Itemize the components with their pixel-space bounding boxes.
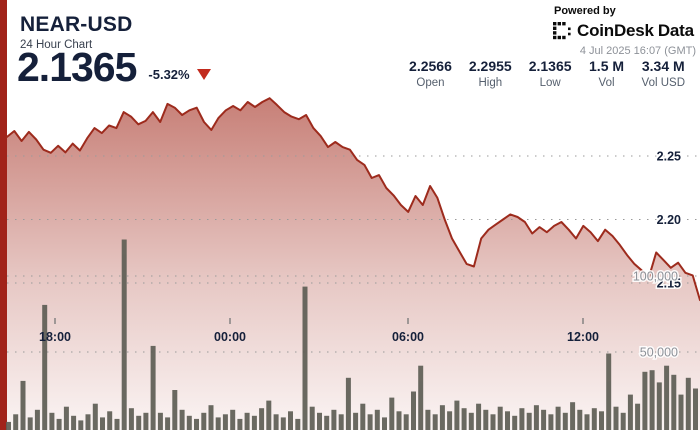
ohlc-stats-row: 2.2566 Open 2.2955 High 2.1365 Low 1.5 M Vol 3.3… — [409, 58, 685, 89]
stat-label: Vol — [598, 77, 615, 89]
stat-value: 3.34 M — [641, 58, 685, 74]
stat-label: High — [478, 77, 503, 89]
svg-text:2.25: 2.25 — [657, 150, 681, 164]
price-line — [6, 97, 700, 302]
coindesk-data-logo: CoinDesk Data — [553, 21, 696, 41]
y-axis-price-labels: 2.25 2.20 2.15 — [655, 148, 682, 292]
branding-block: Powered by CoinDesk Data 4 Jul 2025 16:07… — [553, 5, 696, 57]
y-axis-volume-labels: 100,000 50,000 — [631, 268, 679, 361]
last-price: 2.1365 — [17, 44, 137, 90]
powered-by-label: Powered by — [554, 5, 616, 17]
svg-text:2.20: 2.20 — [657, 213, 681, 227]
stat-label: Vol USD — [641, 77, 685, 89]
x-axis-ticks — [54, 318, 584, 324]
stat-open: 2.2566 Open — [409, 58, 452, 89]
chart-subtitle: 24 Hour Chart — [20, 39, 93, 51]
accent-stripe — [0, 0, 7, 430]
arrow-down-icon — [196, 69, 211, 81]
stat-value: 2.2955 — [468, 58, 512, 74]
price-row: 2.1365 -5.32% — [17, 44, 211, 90]
stat-high: 2.2955 High — [469, 58, 512, 89]
coindesk-logo-text: CoinDesk Data — [577, 21, 694, 40]
gridlines — [7, 155, 700, 353]
stat-vol: 1.5 M Vol — [589, 58, 625, 89]
coindesk-logo-icon — [553, 21, 571, 39]
symbol-title: NEAR-USD — [20, 13, 133, 36]
stat-value: 2.2566 — [409, 58, 452, 74]
stat-value: 1.5 M — [589, 58, 625, 74]
svg-text:50,000: 50,000 — [640, 346, 678, 360]
svg-text:100,000: 100,000 — [633, 270, 678, 284]
svg-text:00:00: 00:00 — [214, 330, 246, 344]
volume-bars — [6, 239, 698, 430]
price-area — [7, 98, 700, 430]
svg-text:06:00: 06:00 — [392, 330, 424, 344]
stat-label: Open — [416, 77, 445, 89]
stat-low: 2.1365 Low — [529, 58, 572, 89]
stat-label: Low — [539, 77, 561, 89]
svg-text:2.15: 2.15 — [657, 277, 681, 291]
stat-vol-usd: 3.34 M Vol USD — [642, 58, 685, 89]
chart-timestamp: 4 Jul 2025 16:07 (GMT) — [579, 45, 696, 57]
price-change: -5.32% — [148, 67, 211, 89]
x-axis-labels: 18:00 00:00 06:00 12:00 — [39, 330, 599, 344]
svg-text:12:00: 12:00 — [567, 330, 599, 344]
change-percent: -5.32% — [148, 67, 190, 83]
chart-header: NEAR-USD 24 Hour Chart — [20, 13, 132, 51]
svg-text:18:00: 18:00 — [39, 330, 71, 344]
stat-value: 2.1365 — [528, 58, 572, 74]
